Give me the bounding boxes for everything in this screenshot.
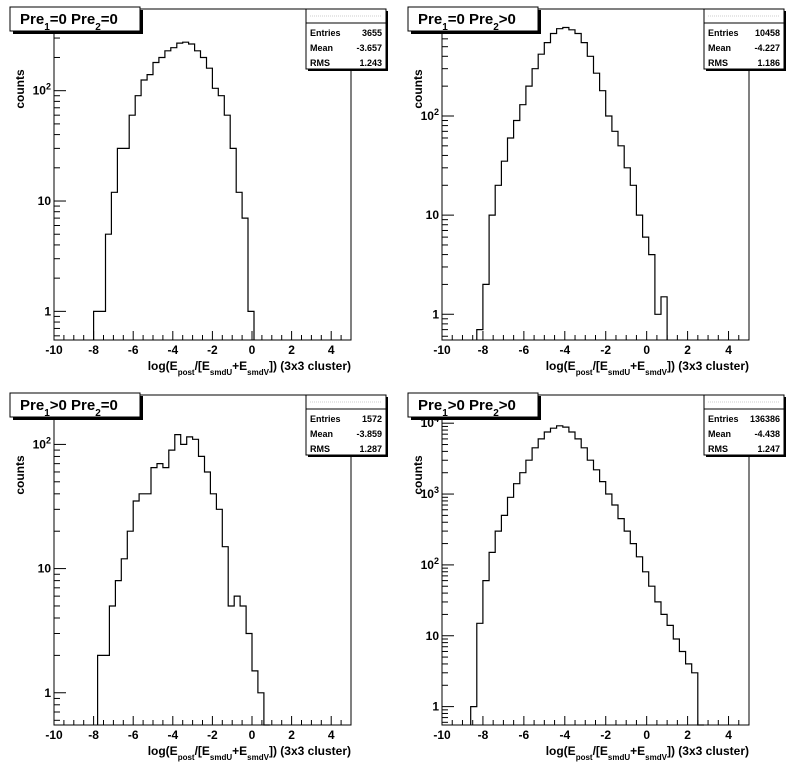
stats-mean-label: Mean <box>310 429 333 439</box>
stats-entries-value: 136386 <box>750 414 780 424</box>
stats-box <box>703 8 785 70</box>
x-tick-label: -6 <box>519 728 530 742</box>
x-tick-label: -4 <box>559 343 570 357</box>
histogram-panel-3: -10 -8 -6 -4 -2 0 2 4 1 10 102 log(Epost/[EsmdU+Esm… <box>9 392 388 762</box>
stats-entries-value: 1572 <box>362 414 382 424</box>
x-tick-label: 0 <box>643 728 650 742</box>
stats-box <box>305 394 387 456</box>
stats-entries-label: Entries <box>310 28 341 38</box>
stats-entries-label: Entries <box>310 414 341 424</box>
x-tick-label: -2 <box>207 343 218 357</box>
x-tick-label: 4 <box>725 343 732 357</box>
stats-rms-label: RMS <box>310 444 330 454</box>
stats-entries-value: 3655 <box>362 28 382 38</box>
histogram-line <box>476 26 668 340</box>
y-tick-label: 10 <box>38 562 52 576</box>
y-tick-label: 102 <box>33 435 51 451</box>
x-tick-label: 0 <box>643 343 650 357</box>
stats-entries-value: 10458 <box>755 28 780 38</box>
stats-mean-value: -3.657 <box>356 43 382 53</box>
x-tick-label: -4 <box>167 343 178 357</box>
stats-box <box>305 8 387 70</box>
stats-mean-label: Mean <box>708 429 731 439</box>
plot-frame <box>441 394 750 726</box>
title-box <box>9 392 141 418</box>
histogram-line <box>97 434 270 726</box>
title-box <box>407 6 539 32</box>
x-tick-label: -10 <box>45 728 63 742</box>
x-tick-label: -6 <box>519 343 530 357</box>
stats-entries-label: Entries <box>708 28 739 38</box>
y-tick-label: 102 <box>421 556 439 572</box>
x-tick-label: 2 <box>684 343 691 357</box>
y-tick-label: 102 <box>33 82 51 98</box>
stats-mean-value: -4.227 <box>754 43 780 53</box>
y-axis-label: counts <box>411 455 425 495</box>
stats-mean-value: -3.859 <box>356 429 382 439</box>
x-tick-label: -8 <box>88 728 99 742</box>
title-box <box>9 6 141 32</box>
stats-rms-label: RMS <box>310 58 330 68</box>
stats-rms-value: 1.287 <box>359 444 382 454</box>
stats-mean-label: Mean <box>310 43 333 53</box>
x-axis-label: log(Epost/[EsmdU+EsmdV]) (3x3 cluster) <box>546 359 749 377</box>
y-tick-label: 1 <box>432 307 439 321</box>
y-tick-label: 1 <box>432 700 439 714</box>
stats-rms-label: RMS <box>708 58 728 68</box>
x-tick-label: -2 <box>600 728 611 742</box>
stats-entries-label: Entries <box>708 414 739 424</box>
histogram-line <box>470 425 704 726</box>
x-tick-label: -8 <box>88 343 99 357</box>
x-tick-label: 2 <box>288 343 295 357</box>
x-tick-label: 0 <box>249 343 256 357</box>
y-tick-label: 10 <box>38 194 52 208</box>
y-tick-label: 10 <box>426 208 440 222</box>
y-axis-label: counts <box>13 455 27 495</box>
y-tick-label: 10 <box>426 629 440 643</box>
histogram-panel-1: -10 -8 -6 -4 -2 0 2 4 1 10 102 log(Epost/[EsmdU+Esm… <box>9 6 388 377</box>
x-tick-label: 0 <box>249 728 256 742</box>
x-axis-label: log(Epost/[EsmdU+EsmdV]) (3x3 cluster) <box>148 744 351 762</box>
x-tick-label: 4 <box>328 728 335 742</box>
x-tick-label: 4 <box>328 343 335 357</box>
x-tick-label: -8 <box>478 728 489 742</box>
y-axis-label: counts <box>13 69 27 109</box>
stats-rms-value: 1.247 <box>757 444 780 454</box>
histogram-panel-4: -10-8-6-4-2024110102103104log(Epost/[Esm… <box>407 392 786 762</box>
plot-frame <box>441 8 750 341</box>
x-tick-label: 2 <box>684 728 691 742</box>
histogram-panel-2: -10-8-6-4-2024110102103log(Epost/[EsmdU+… <box>407 6 786 377</box>
x-tick-label: -10 <box>433 728 451 742</box>
x-axis-label: log(Epost/[EsmdU+EsmdV]) (3x3 cluster) <box>546 744 749 762</box>
x-tick-label: -10 <box>433 343 451 357</box>
x-tick-label: -10 <box>45 343 63 357</box>
title-box <box>407 392 539 418</box>
x-tick-label: -6 <box>128 728 139 742</box>
x-tick-label: -8 <box>478 343 489 357</box>
y-tick-label: 1 <box>44 304 51 318</box>
x-tick-label: 2 <box>288 728 295 742</box>
x-tick-label: -4 <box>167 728 178 742</box>
stats-box <box>703 394 785 456</box>
stats-rms-value: 1.243 <box>359 58 382 68</box>
x-tick-label: -2 <box>207 728 218 742</box>
x-tick-label: 4 <box>725 728 732 742</box>
x-axis-label: log(Epost/[EsmdU+EsmdV]) (3x3 cluster) <box>148 359 351 377</box>
stats-mean-label: Mean <box>708 43 731 53</box>
stats-mean-value: -4.438 <box>754 429 780 439</box>
y-tick-label: 1 <box>44 686 51 700</box>
stats-rms-label: RMS <box>708 444 728 454</box>
x-tick-label: -6 <box>128 343 139 357</box>
histogram-line <box>93 41 255 340</box>
x-tick-label: -2 <box>600 343 611 357</box>
stats-rms-value: 1.186 <box>757 58 780 68</box>
x-tick-label: -4 <box>559 728 570 742</box>
y-axis-label: counts <box>411 69 425 109</box>
